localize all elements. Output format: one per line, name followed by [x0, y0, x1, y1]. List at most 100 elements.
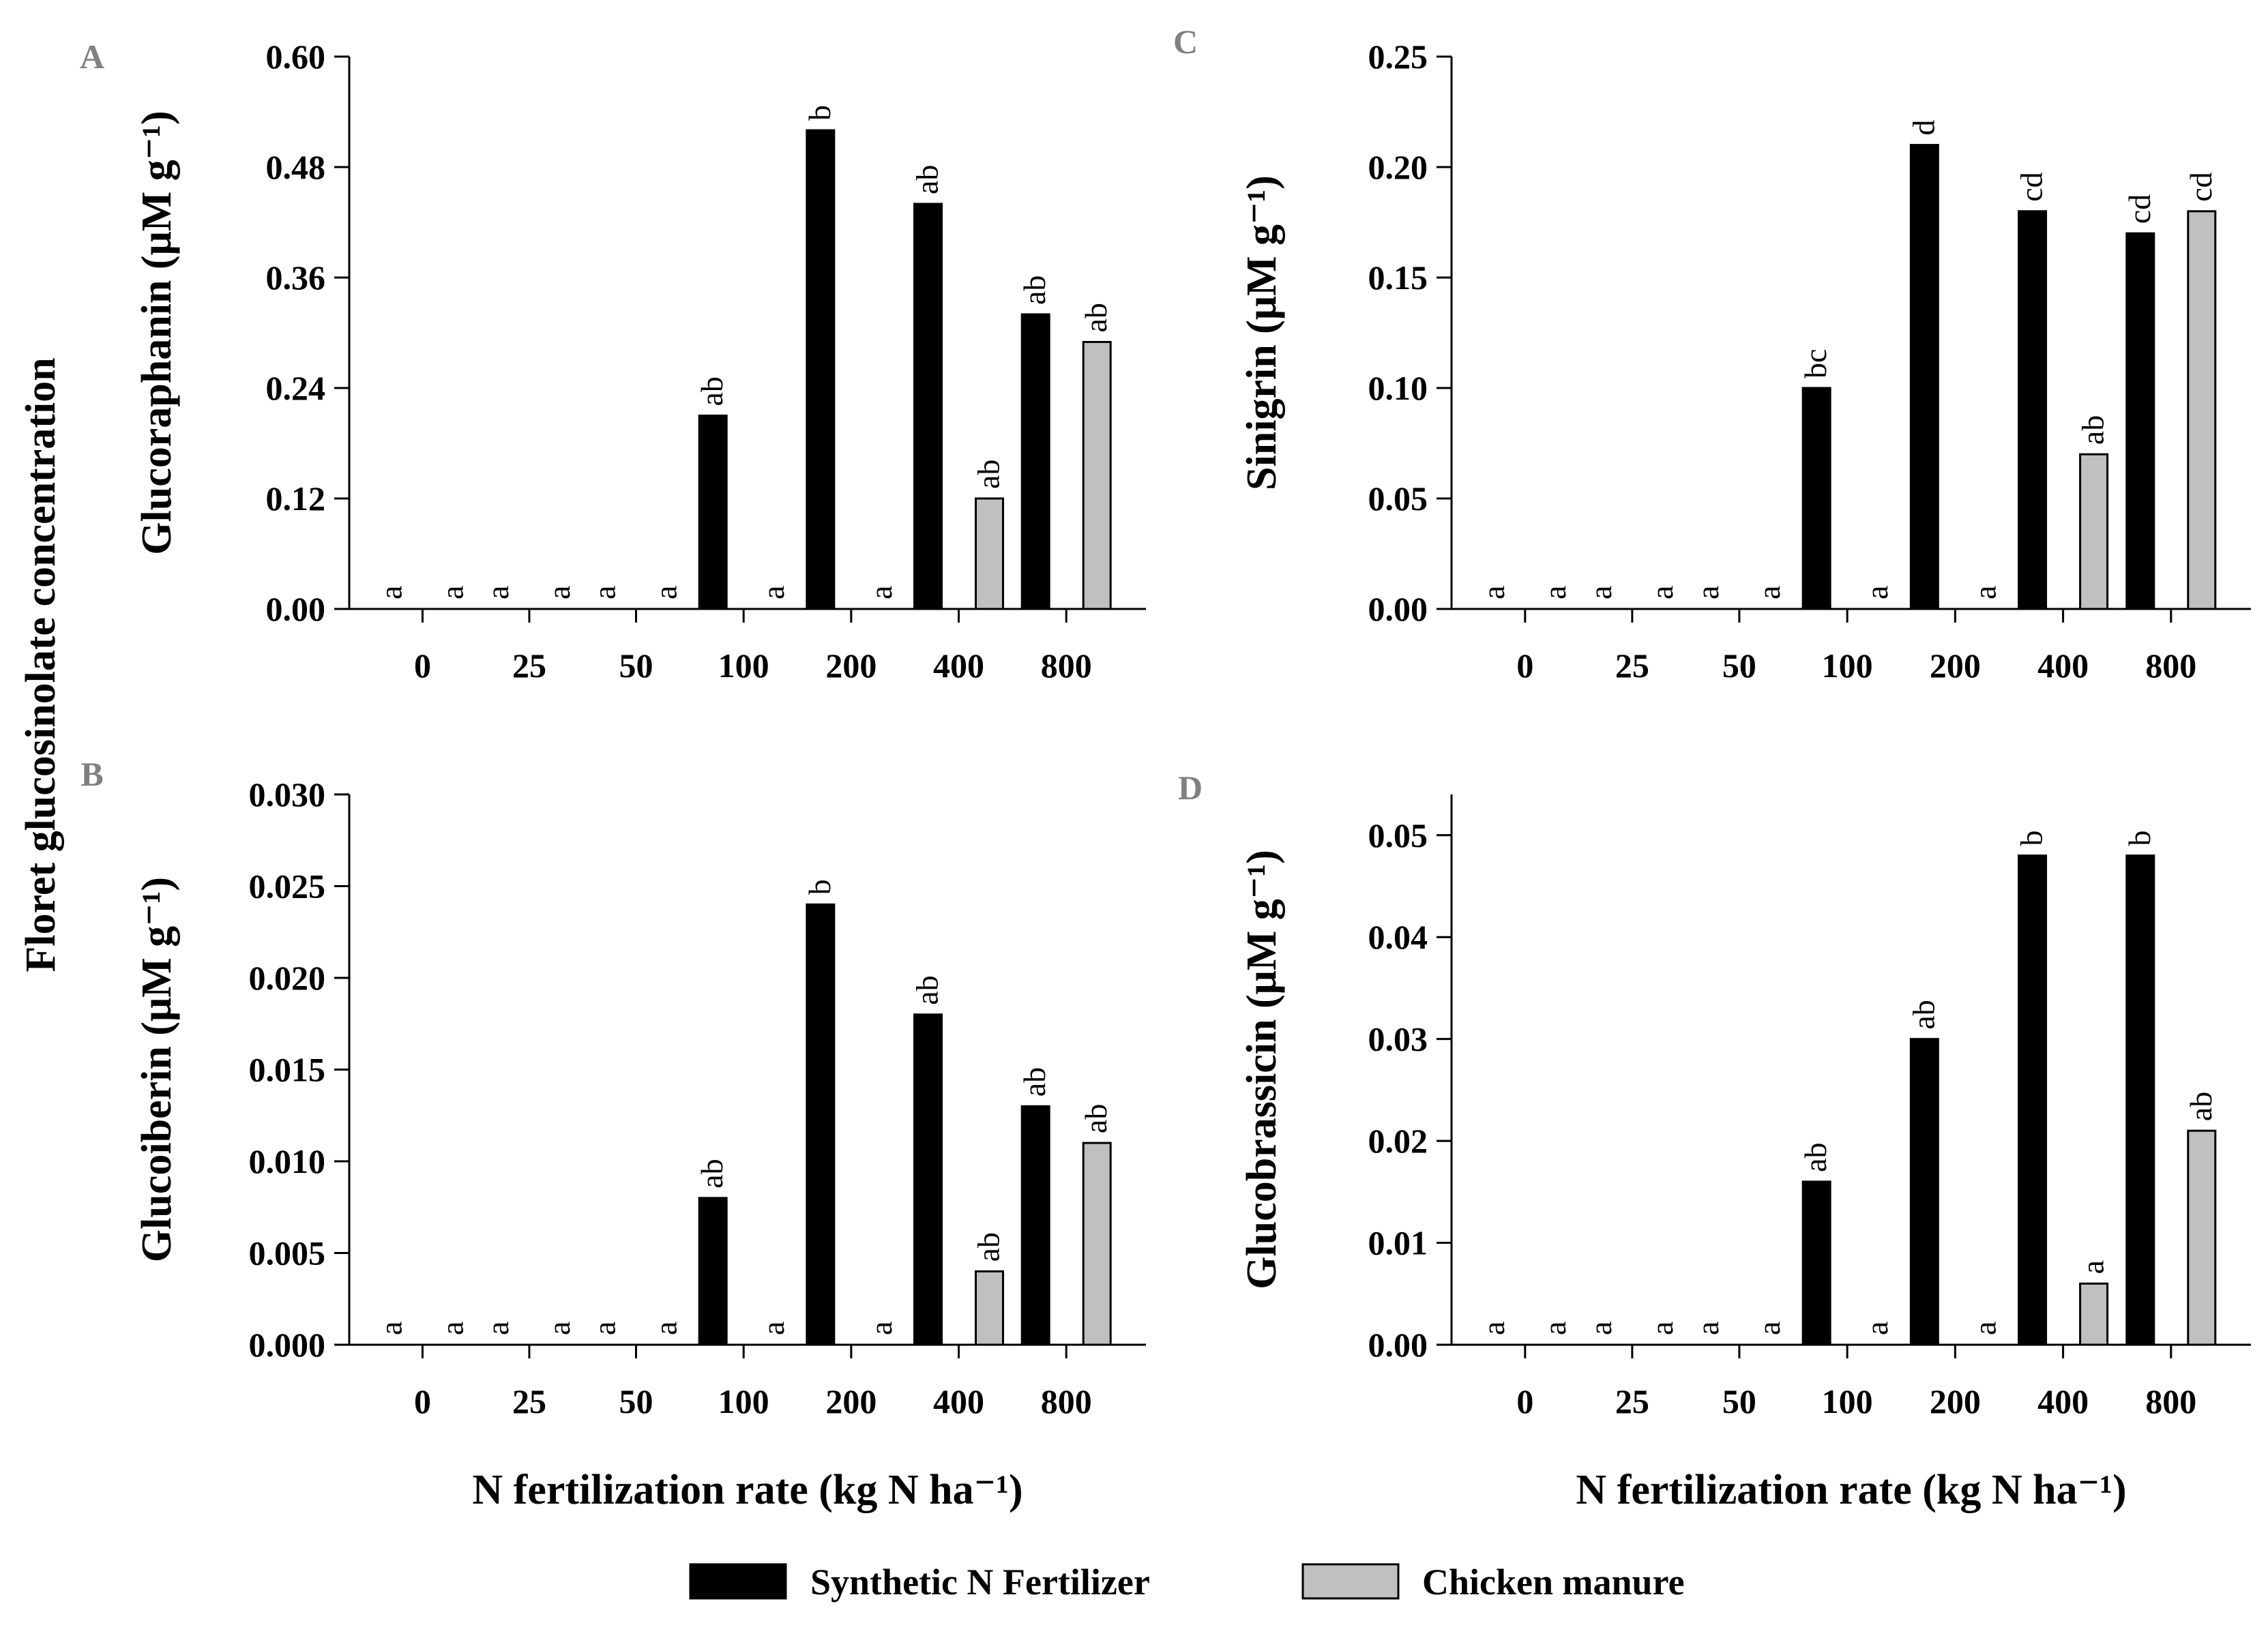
x-tick-label: 50	[619, 1382, 653, 1420]
x-tick-label: 100	[718, 1382, 769, 1420]
bar-manure	[975, 1270, 1005, 1346]
x-tick-label: 200	[1930, 646, 1981, 685]
y-tick-label: 0.00	[266, 590, 326, 628]
y-axis-title: Glucobrassicin (μM g⁻¹)	[1239, 850, 1285, 1289]
bar-synthetic	[1020, 313, 1050, 610]
significance-letter: ab	[1017, 275, 1052, 305]
x-tick-label: 800	[2145, 646, 2196, 685]
y-tick-label: 0.24	[266, 369, 326, 407]
significance-letter: ab	[910, 165, 945, 194]
significance-letter: a	[1476, 586, 1511, 599]
x-tick-label: 200	[825, 646, 877, 685]
legend: Synthetic N Fertilizer Chicken manure	[689, 1562, 1685, 1602]
bar-synthetic	[698, 415, 728, 610]
y-tick-label: 0.00	[1368, 1326, 1428, 1364]
x-tick-label: 400	[2037, 1382, 2089, 1420]
x-tick-label: 800	[1041, 1382, 1092, 1420]
legend-swatch-synthetic	[689, 1563, 787, 1600]
x-tick-label: 0	[1516, 646, 1533, 685]
x-tick-label: 800	[2145, 1382, 2196, 1420]
x-tick-label: 25	[512, 646, 546, 685]
significance-letter: cd	[2183, 172, 2218, 201]
significance-letter: a	[373, 586, 408, 599]
significance-letter: a	[587, 586, 621, 599]
significance-letter: a	[480, 586, 515, 599]
significance-letter: ab	[910, 975, 945, 1004]
x-axis-title: N fertilization rate (kg N ha⁻¹)	[1576, 1467, 2126, 1513]
y-tick-label: 0.05	[1368, 479, 1428, 518]
x-tick-label: 200	[825, 1382, 877, 1420]
significance-letter: ab	[694, 1159, 729, 1188]
y-tick-label: 0.05	[1368, 816, 1428, 854]
bar-synthetic	[913, 1013, 943, 1346]
x-tick-label: 25	[512, 1382, 546, 1420]
bar-synthetic	[698, 1197, 728, 1346]
significance-letter: ab	[694, 376, 729, 406]
significance-letter: ab	[1798, 1142, 1833, 1172]
significance-letter: a	[1752, 586, 1786, 599]
significance-letter: ab	[1078, 1104, 1113, 1133]
y-tick-label: 0.03	[1368, 1020, 1428, 1058]
legend-label-manure: Chicken manure	[1422, 1562, 1685, 1602]
significance-letter: a	[756, 1322, 791, 1335]
y-tick-label: 0.020	[249, 959, 326, 997]
significance-letter: a	[1583, 586, 1618, 599]
x-tick-label: 25	[1615, 646, 1649, 685]
significance-letter: a	[1645, 1322, 1679, 1335]
bar-synthetic	[1020, 1105, 1050, 1346]
significance-letter: a	[864, 586, 898, 599]
significance-letter: cd	[2014, 172, 2049, 201]
significance-letter: b	[802, 879, 837, 895]
significance-letter: a	[648, 1322, 683, 1335]
significance-letter: a	[1967, 1322, 2002, 1335]
panel-letter: A	[80, 38, 104, 76]
significance-letter: a	[373, 1322, 408, 1335]
significance-letter: b	[802, 105, 837, 121]
bar-synthetic	[913, 203, 943, 610]
significance-letter: ab	[1906, 1000, 1941, 1029]
y-axis-title: Glucoiberin (μM g⁻¹)	[134, 877, 180, 1262]
x-tick-label: 200	[1930, 1382, 1981, 1420]
x-tick-label: 0	[414, 646, 431, 685]
y-tick-label: 0.04	[1368, 918, 1428, 956]
bar-manure	[2079, 1282, 2109, 1346]
significance-letter: a	[1752, 1322, 1786, 1335]
y-tick-label: 0.48	[266, 148, 326, 186]
y-tick-label: 0.00	[1368, 590, 1428, 628]
bar-manure	[2079, 453, 2109, 610]
shared-y-axis-title: Floret glucosinolate concentration	[18, 357, 64, 972]
significance-letter: a	[1859, 1322, 1894, 1335]
bar-synthetic	[1801, 387, 1831, 610]
significance-letter: a	[542, 586, 576, 599]
significance-letter: a	[435, 1322, 469, 1335]
x-tick-label: 0	[414, 1382, 431, 1420]
significance-letter: a	[1476, 1322, 1511, 1335]
y-tick-label: 0.15	[1368, 258, 1428, 297]
bar-synthetic	[2125, 232, 2155, 610]
bar-manure	[975, 497, 1005, 610]
significance-letter: a	[1645, 586, 1679, 599]
bar-synthetic	[1909, 144, 1939, 610]
y-tick-label: 0.01	[1368, 1224, 1428, 1262]
y-tick-label: 0.36	[266, 258, 326, 297]
significance-letter: a	[1537, 586, 1572, 599]
bar-synthetic	[1909, 1038, 1939, 1346]
y-tick-label: 0.000	[249, 1326, 326, 1364]
bar-synthetic	[806, 129, 836, 610]
x-tick-label: 800	[1041, 646, 1092, 685]
y-tick-label: 0.010	[249, 1142, 326, 1180]
bar-synthetic	[2018, 854, 2048, 1346]
y-axis-title: Sinigrin (μM g⁻¹)	[1239, 175, 1285, 490]
significance-letter: a	[1583, 1322, 1618, 1335]
significance-letter: cd	[2122, 194, 2157, 224]
significance-letter: ab	[2183, 1092, 2218, 1121]
x-tick-label: 400	[2037, 646, 2089, 685]
x-tick-label: 0	[1516, 1382, 1533, 1420]
significance-letter: b	[2122, 831, 2157, 846]
y-tick-label: 0.005	[249, 1234, 326, 1272]
